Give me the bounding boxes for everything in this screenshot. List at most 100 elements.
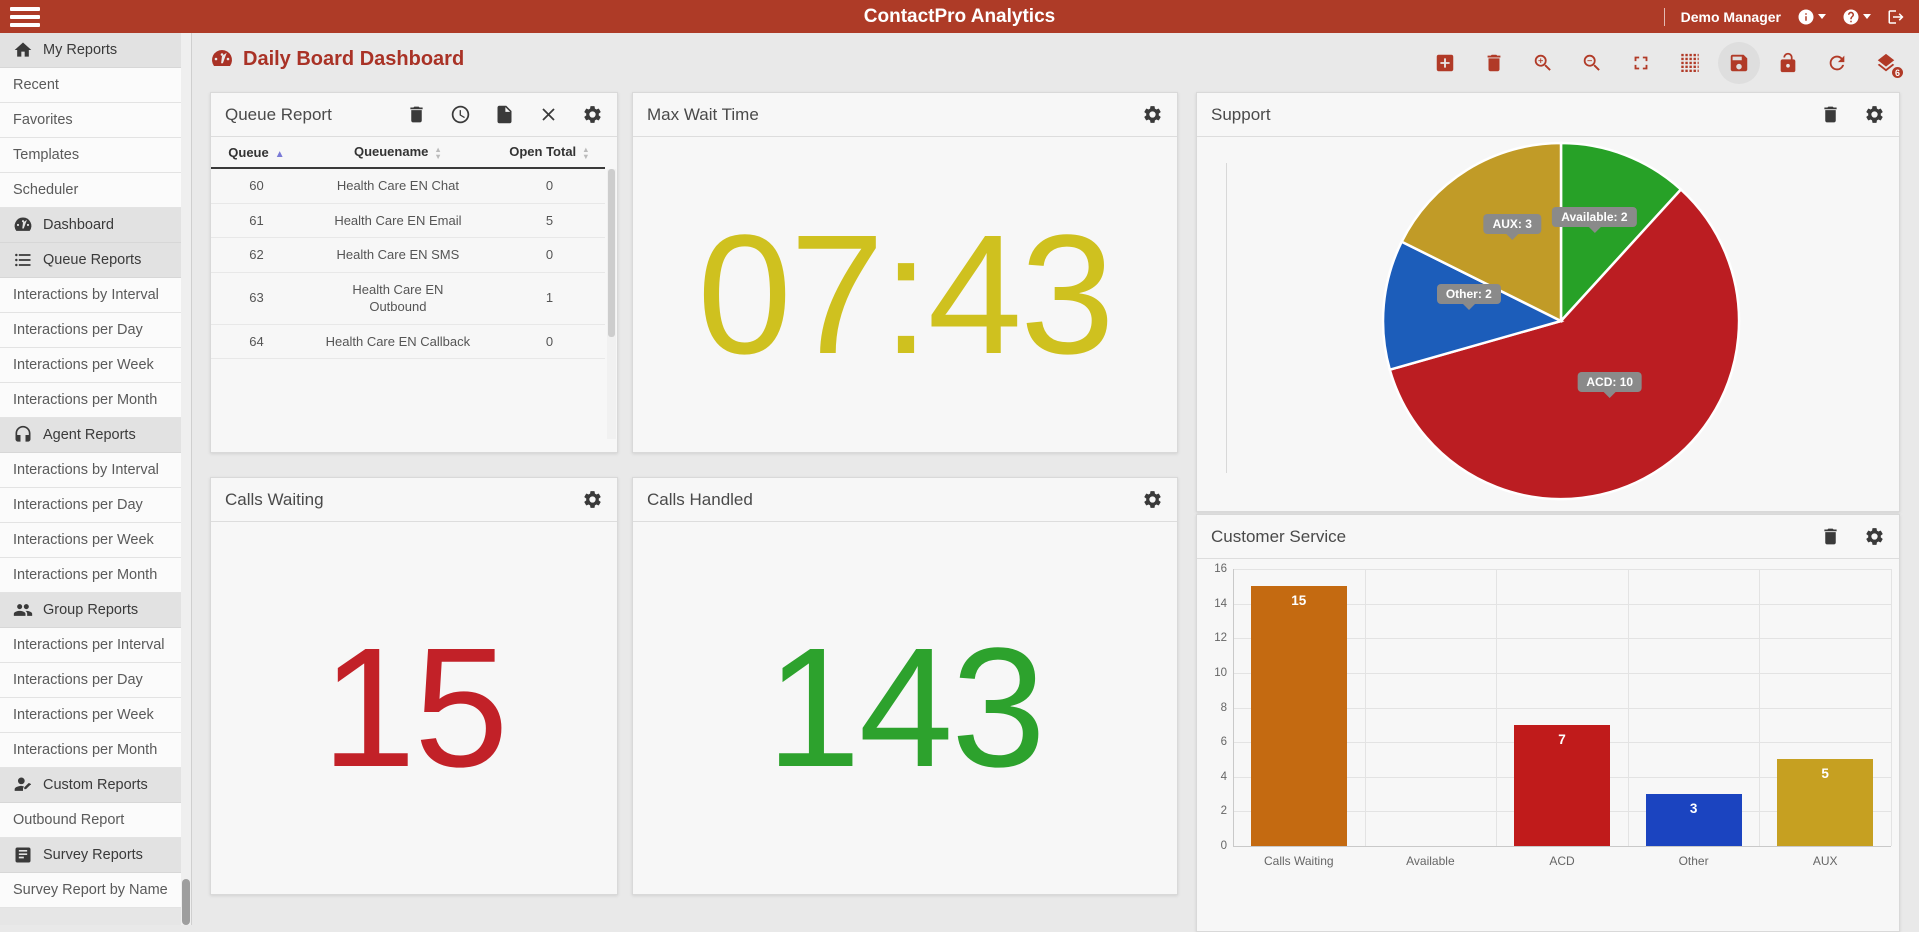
lock-dashboard-button[interactable] <box>1777 52 1799 74</box>
gear-icon <box>582 489 603 510</box>
widget-title: Support <box>1211 104 1271 124</box>
menu-icon[interactable] <box>10 6 40 27</box>
sidebar-item-interactions-per-week[interactable]: Interactions per Week <box>0 523 181 558</box>
widget-settings-button[interactable] <box>1142 489 1163 510</box>
gridline-v <box>1627 569 1629 846</box>
y-axis-tick-label: 10 <box>1214 666 1227 679</box>
widget-settings-button[interactable] <box>582 104 603 125</box>
zoom-in-button[interactable] <box>1532 52 1554 74</box>
column-header-queuename[interactable]: Queuename ▲ ▼ <box>301 137 494 169</box>
export-excel-button[interactable] <box>538 104 559 125</box>
table-row[interactable]: 62 Health Care EN SMS 0 <box>211 237 605 273</box>
sidebar-item-interactions-per-week[interactable]: Interactions per Week <box>0 698 181 733</box>
chevron-down-icon <box>1818 14 1826 19</box>
widget-max-wait-time: Max Wait Time 07:43 <box>632 92 1178 453</box>
sidebar-item-queue-reports[interactable]: Queue Reports <box>0 243 181 278</box>
sidebar-item-interactions-by-interval[interactable]: Interactions by Interval <box>0 278 181 313</box>
sidebar-item-survey-reports[interactable]: Survey Reports <box>0 838 181 873</box>
cell-open-total: 5 <box>493 203 605 239</box>
bar-aux[interactable] <box>1777 759 1874 846</box>
zoom-out-button[interactable] <box>1581 52 1603 74</box>
widget-settings-button[interactable] <box>1142 104 1163 125</box>
pie-slice-aux[interactable] <box>1400 141 1563 324</box>
y-axis-tick-label: 14 <box>1214 597 1227 610</box>
trash-icon <box>1820 104 1841 125</box>
y-axis-line <box>1233 569 1234 846</box>
bar-value-label: 15 <box>1291 593 1307 609</box>
table-row[interactable]: 61 Health Care EN Email 5 <box>211 203 605 239</box>
sidebar-item-label: Templates <box>13 147 80 163</box>
sidebar-item-templates[interactable]: Templates <box>0 138 181 173</box>
bar-value-label: 5 <box>1821 766 1829 782</box>
gridline-h <box>1233 707 1891 709</box>
sidebar-item-interactions-per-day[interactable]: Interactions per Day <box>0 313 181 348</box>
delete-dashboard-button[interactable] <box>1483 52 1505 74</box>
dashboards-list-button[interactable]: 6 <box>1875 52 1904 79</box>
widget-header: Customer Service <box>1197 515 1899 559</box>
bar-acd[interactable] <box>1514 724 1610 846</box>
gridline-h <box>1233 672 1891 674</box>
widget-settings-button[interactable] <box>582 489 603 510</box>
schedule-button[interactable] <box>450 104 471 125</box>
y-axis-tick-label: 4 <box>1220 770 1227 783</box>
grid-icon <box>1679 52 1701 74</box>
sidebar-item-favorites[interactable]: Favorites <box>0 103 181 138</box>
table-row[interactable]: 64 Health Care EN Callback 0 <box>211 324 605 360</box>
sidebar-item-custom-reports[interactable]: Custom Reports <box>0 768 181 803</box>
add-widget-button[interactable] <box>1434 52 1456 74</box>
sidebar-item-dashboard[interactable]: Dashboard <box>0 208 181 243</box>
cell-open-total: 0 <box>493 324 605 360</box>
table-scrollbar-thumb[interactable] <box>608 169 615 337</box>
sidebar-item-interactions-per-day[interactable]: Interactions per Day <box>0 488 181 523</box>
sidebar-item-interactions-per-month[interactable]: Interactions per Month <box>0 558 181 593</box>
bar-other[interactable] <box>1645 794 1742 846</box>
sidebar-item-interactions-per-week[interactable]: Interactions per Week <box>0 348 181 383</box>
sidebar-scrollbar[interactable] <box>181 33 191 925</box>
delete-widget-button[interactable] <box>1820 104 1841 125</box>
save-dashboard-button[interactable] <box>1718 42 1760 84</box>
column-header-open-total[interactable]: Open Total ▲ ▼ <box>493 137 605 169</box>
sidebar-item-interactions-per-interval[interactable]: Interactions per Interval <box>0 628 181 663</box>
table-row[interactable]: 60 Health Care EN Chat 0 <box>211 168 605 204</box>
widget-calls-handled: Calls Handled 143 <box>632 477 1178 895</box>
sidebar-item-interactions-by-interval[interactable]: Interactions by Interval <box>0 453 181 488</box>
sidebar-item-label: Survey Report by Name <box>13 882 168 898</box>
sidebar-item-label: Recent <box>13 77 59 93</box>
sidebar-item-agent-reports[interactable]: Agent Reports <box>0 418 181 453</box>
pie-slice-available[interactable] <box>1559 141 1683 325</box>
grid-layout-button[interactable] <box>1679 52 1701 74</box>
help-menu[interactable] <box>1842 8 1871 26</box>
cell-open-total: 0 <box>493 237 605 273</box>
sidebar-scrollbar-thumb[interactable] <box>182 879 190 925</box>
delete-widget-button[interactable] <box>406 104 427 125</box>
sidebar-item-group-reports[interactable]: Group Reports <box>0 593 181 628</box>
export-file-button[interactable] <box>494 104 515 125</box>
sidebar-item-scheduler[interactable]: Scheduler <box>0 173 181 208</box>
info-menu[interactable] <box>1797 8 1826 26</box>
table-row[interactable]: 63 Health Care EN Outbound 1 <box>211 272 605 325</box>
sidebar-item-recent[interactable]: Recent <box>0 68 181 103</box>
pie-slice-acd[interactable] <box>1388 187 1741 501</box>
sidebar-item-interactions-per-month[interactable]: Interactions per Month <box>0 733 181 768</box>
sidebar-item-label: Outbound Report <box>13 812 125 828</box>
fullscreen-button[interactable] <box>1630 52 1652 74</box>
widget-title: Max Wait Time <box>647 104 759 124</box>
gear-icon <box>1864 104 1885 125</box>
widget-settings-button[interactable] <box>1864 104 1885 125</box>
sidebar-item-interactions-per-day[interactable]: Interactions per Day <box>0 663 181 698</box>
refresh-dashboard-button[interactable] <box>1826 52 1848 74</box>
sidebar-item-survey-report-by-name[interactable]: Survey Report by Name <box>0 873 181 908</box>
column-header-label: Queue <box>228 144 269 160</box>
cell-queue: 61 <box>211 203 302 239</box>
column-header-queue[interactable]: Queue ▲ <box>211 137 302 169</box>
dashboard-toolbar: 6 <box>1434 41 1904 85</box>
sidebar-item-my-reports[interactable]: My Reports <box>0 33 181 68</box>
logout-button[interactable] <box>1887 8 1905 26</box>
table-scrollbar[interactable] <box>607 169 616 439</box>
sidebar-item-interactions-per-month[interactable]: Interactions per Month <box>0 383 181 418</box>
bar-calls-waiting[interactable] <box>1250 586 1347 846</box>
sort-icons: ▲ ▼ <box>582 144 590 161</box>
delete-widget-button[interactable] <box>1820 526 1841 547</box>
sidebar-item-outbound-report[interactable]: Outbound Report <box>0 803 181 838</box>
widget-settings-button[interactable] <box>1864 526 1885 547</box>
